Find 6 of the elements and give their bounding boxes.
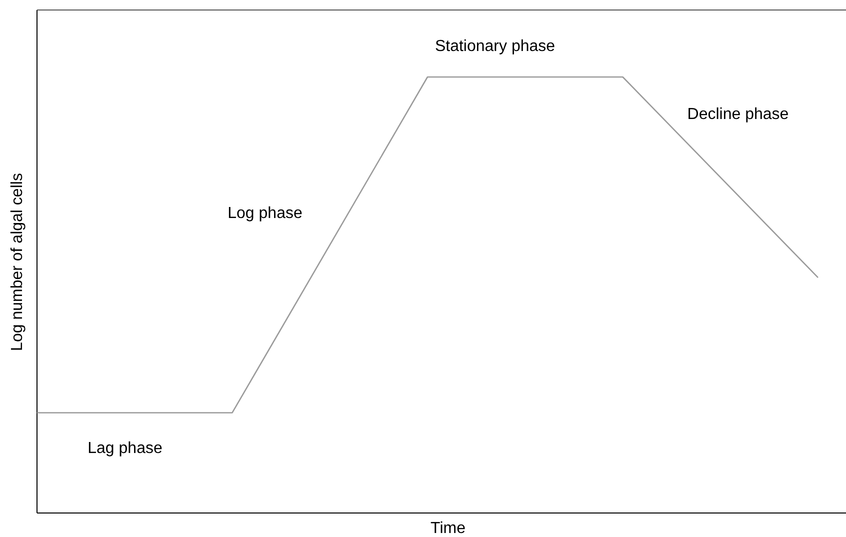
text: Stationary phase <box>434 38 556 55</box>
y-axis-title: Log number of algal cells <box>9 173 26 351</box>
annotation: Log phase <box>228 205 302 222</box>
annotation: Decline phase <box>687 106 789 123</box>
annotation: Lag phase <box>88 440 162 457</box>
x-axis-title: Time <box>430 520 466 537</box>
